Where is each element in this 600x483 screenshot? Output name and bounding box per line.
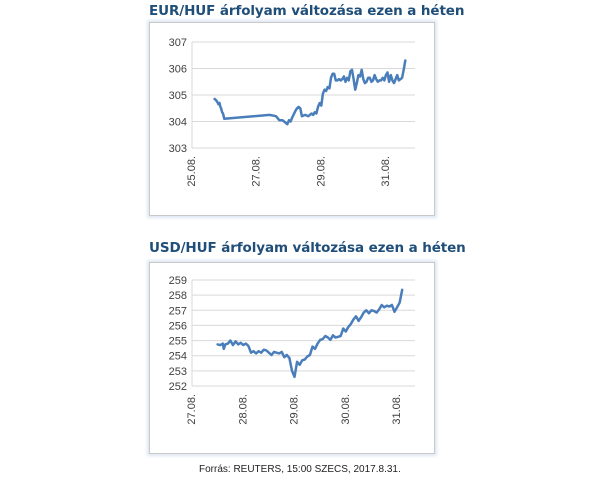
y-tick-label: 252 xyxy=(169,381,187,393)
x-tick-label: 31.08. xyxy=(391,394,403,425)
chart-1-title: EUR/HUF árfolyam változása ezen a héten xyxy=(149,3,465,19)
y-tick-label: 305 xyxy=(169,90,187,102)
x-tick-label: 27.08. xyxy=(186,394,198,425)
series-line xyxy=(213,59,407,126)
source-note: Forrás: REUTERS, 15:00 SZECS, 2017.8.31. xyxy=(199,464,401,475)
usd-huf-chart: 252 253 254 255 256 257 258 259 27.08. 28.08. 29.0… xyxy=(169,275,415,425)
y-tick-label: 254 xyxy=(169,351,187,363)
y-tick-label: 307 xyxy=(169,37,187,49)
y-tick-label: 253 xyxy=(169,366,187,378)
y-tick-label: 255 xyxy=(169,336,187,348)
y-tick-label: 306 xyxy=(169,64,187,76)
x-tick-label: 25.08. xyxy=(186,156,198,187)
x-tick-label: 30.08. xyxy=(340,394,352,425)
x-tick-label: 28.08. xyxy=(237,394,249,425)
chart-1-frame: 303 304 305 306 307 25.08. 27.08. 29.08. 31.08. xyxy=(149,22,435,216)
y-tick-label: 257 xyxy=(169,305,187,317)
x-tick-label: 31.08. xyxy=(380,156,392,187)
y-tick-label: 256 xyxy=(169,320,187,332)
y-tick-label: 259 xyxy=(169,275,187,287)
series-line xyxy=(216,288,404,379)
x-tick-label: 29.08. xyxy=(315,156,327,187)
eur-huf-chart: 303 304 305 306 307 25.08. 27.08. 29.08. 31.08. xyxy=(169,37,415,187)
y-tick-label: 304 xyxy=(169,117,187,129)
y-tick-label: 303 xyxy=(169,143,187,155)
chart-2-title: USD/HUF árfolyam változása ezen a héten xyxy=(149,240,466,256)
x-tick-label: 29.08. xyxy=(289,394,301,425)
y-tick-label: 258 xyxy=(169,290,187,302)
x-tick-label: 27.08. xyxy=(251,156,263,187)
chart-2-frame: 252 253 254 255 256 257 258 259 27.08. 28.08. 29.0… xyxy=(149,262,435,454)
